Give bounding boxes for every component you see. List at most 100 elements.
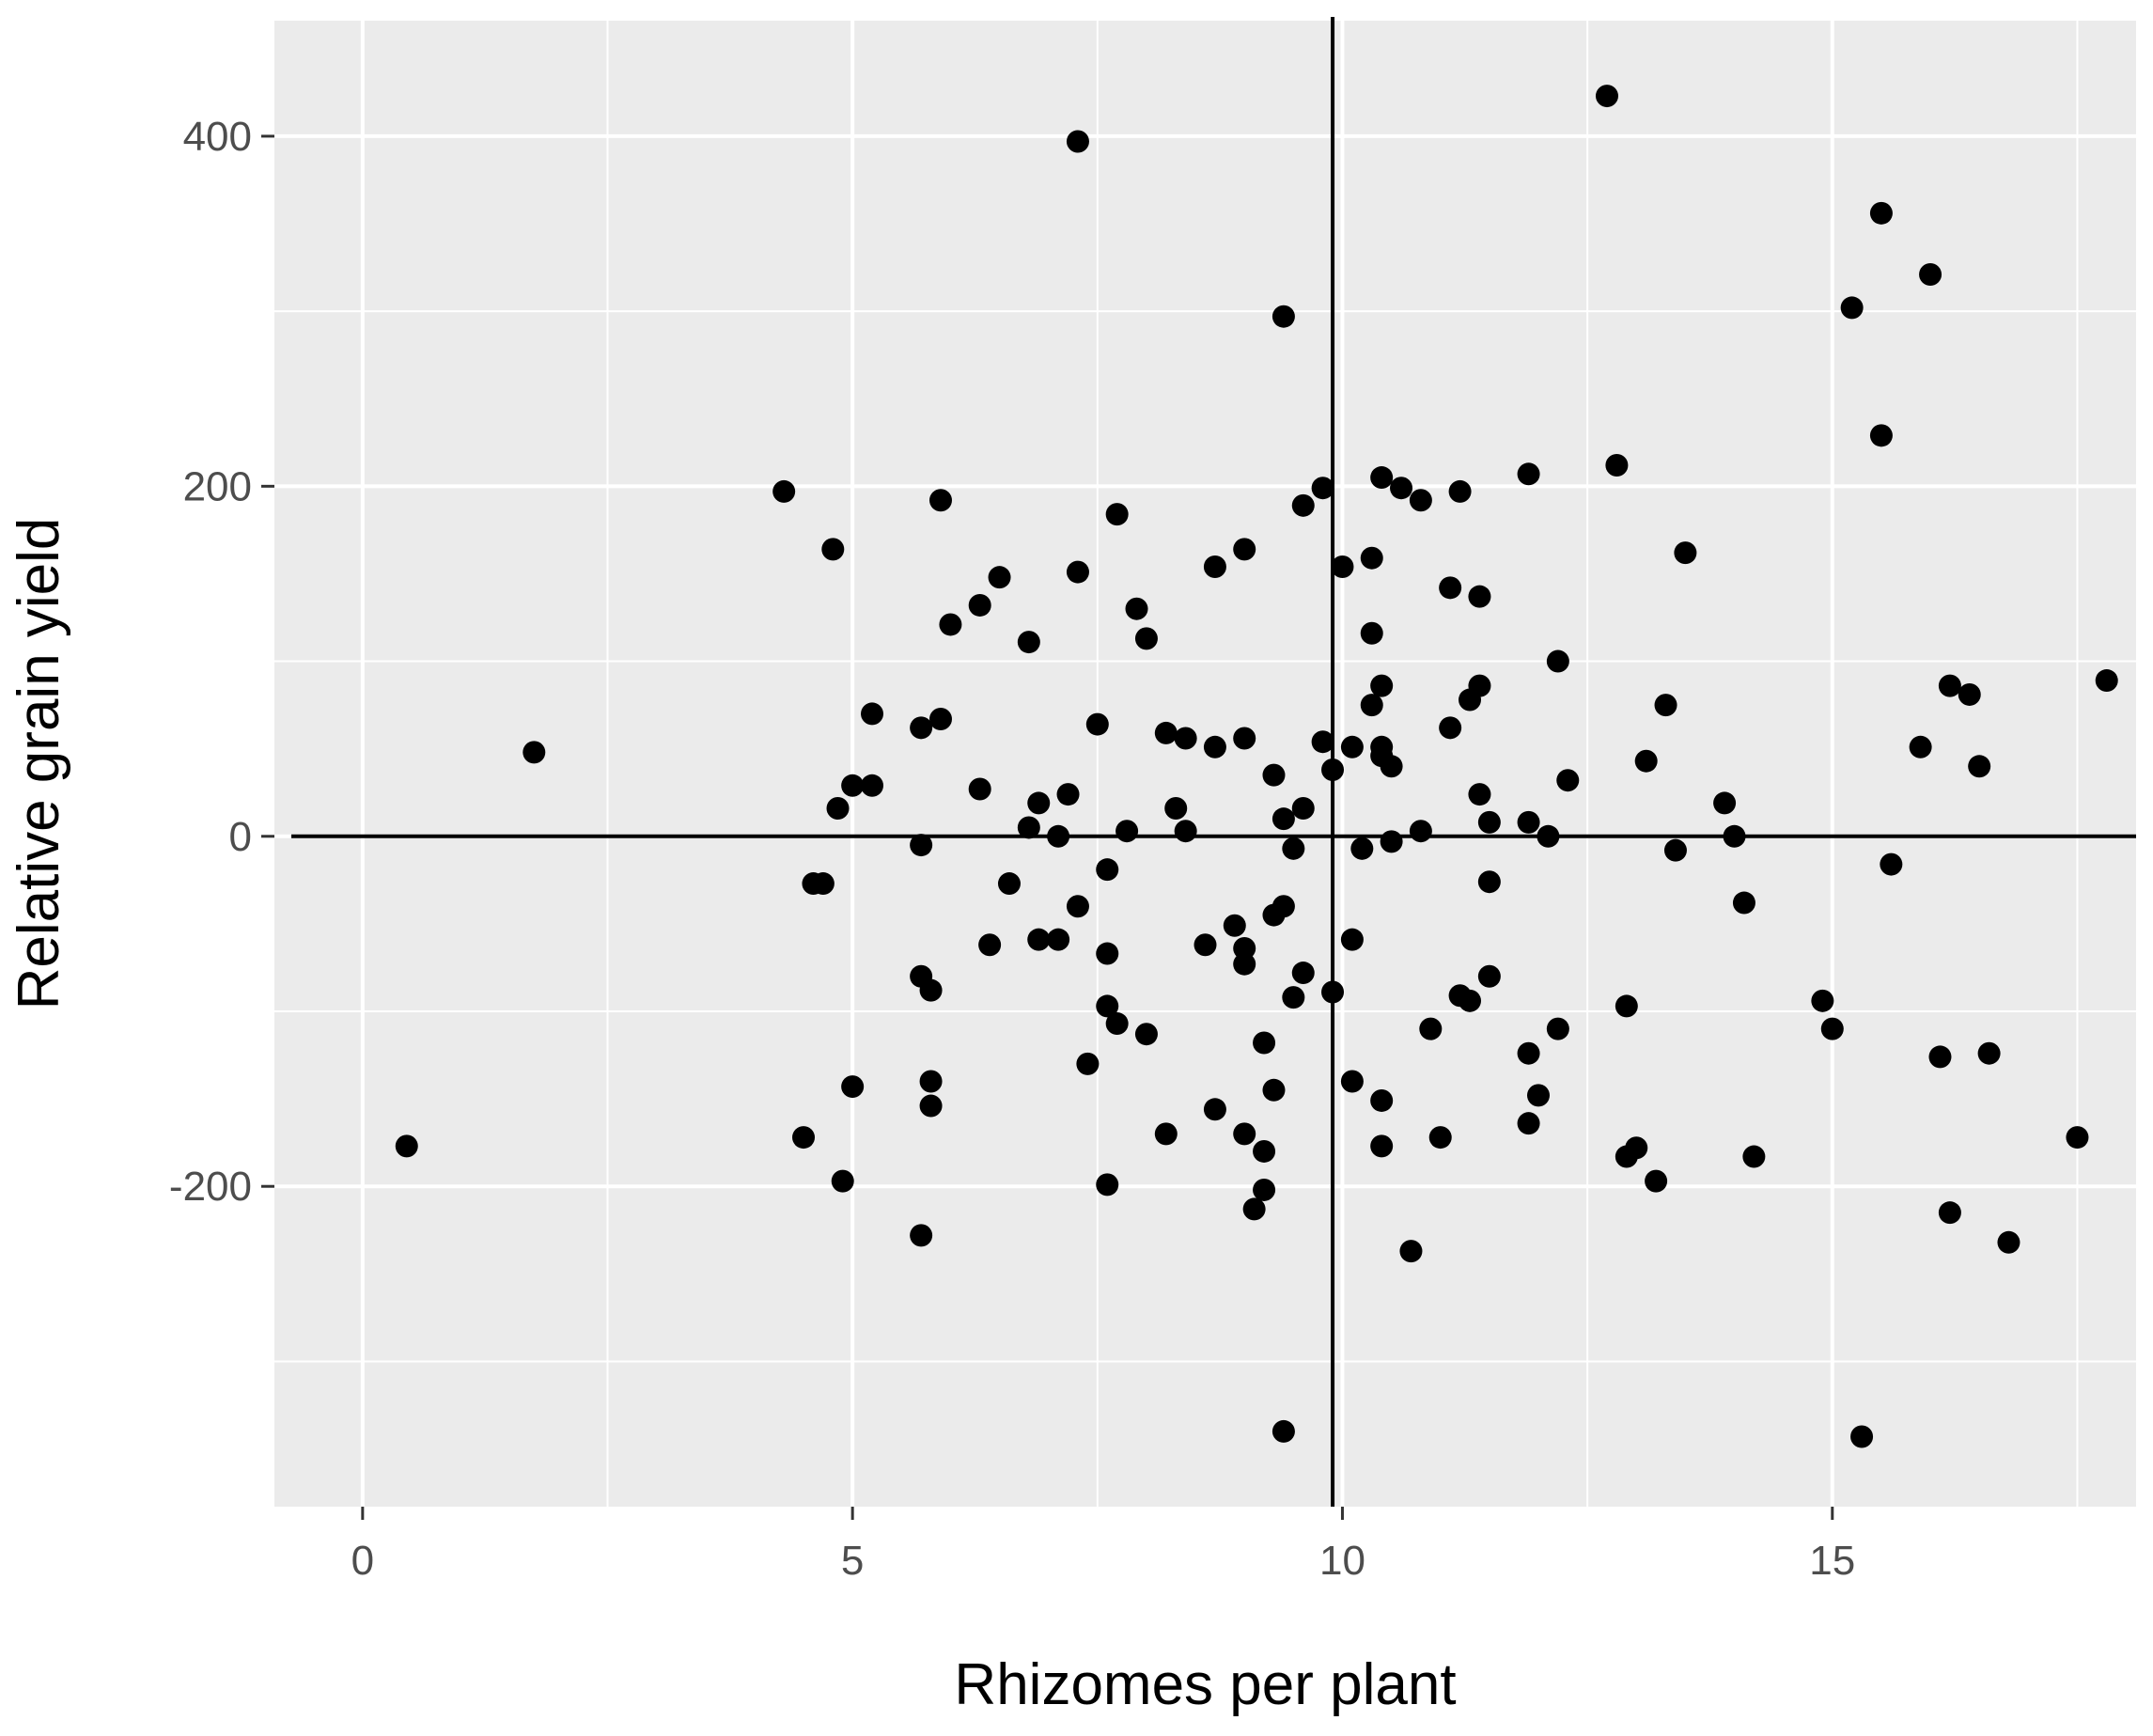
scatter-point — [1194, 933, 1217, 957]
scatter-point — [1291, 962, 1315, 985]
scatter-point — [1096, 942, 1119, 965]
x-tick-label: 5 — [841, 1538, 864, 1584]
scatter-point — [1909, 735, 1932, 759]
scatter-point — [1291, 796, 1315, 820]
scatter-point — [1223, 914, 1246, 937]
scatter-point — [1340, 1070, 1364, 1093]
scatter-point — [1233, 936, 1256, 960]
scatter-point — [1360, 546, 1383, 570]
scatter-point — [1262, 763, 1286, 787]
plot-panel — [274, 21, 2136, 1507]
scatter-point — [1233, 538, 1256, 561]
scatter-point — [1282, 986, 1305, 1009]
scatter-point — [1311, 730, 1334, 754]
scatter-point — [1850, 1425, 1874, 1448]
x-axis-title: Rhizomes per plant — [954, 1652, 1456, 1717]
scatter-point — [1047, 928, 1070, 951]
scatter-point — [1370, 1134, 1394, 1158]
scatter-point — [1017, 631, 1040, 654]
y-tick-label: -200 — [169, 1164, 252, 1210]
scatter-point — [978, 933, 1002, 957]
scatter-point — [928, 708, 952, 731]
scatter-point — [1340, 928, 1364, 951]
scatter-point — [1380, 755, 1403, 778]
scatter-point — [1477, 810, 1501, 834]
scatter-point — [1517, 1041, 1540, 1065]
y-tick-label: 400 — [183, 114, 252, 160]
scatter-point — [1468, 674, 1491, 697]
scatter-point — [1938, 1201, 1961, 1225]
scatter-point — [395, 1134, 418, 1158]
scatter-point — [1253, 1178, 1276, 1201]
scatter-point — [997, 872, 1021, 896]
scatter-point — [1066, 130, 1089, 153]
scatter-point — [1477, 870, 1501, 894]
scatter-point — [841, 774, 865, 797]
scatter-point — [1272, 895, 1295, 918]
scatter-point — [1154, 721, 1178, 744]
scatter-point — [772, 479, 796, 503]
x-tick-label: 0 — [351, 1538, 374, 1584]
scatter-point — [831, 1169, 854, 1193]
scatter-point — [1938, 674, 1961, 697]
scatter-point — [2095, 669, 2118, 693]
scatter-point — [1282, 837, 1305, 860]
scatter-point — [1605, 453, 1629, 477]
scatter-point — [1517, 462, 1540, 486]
scatter-point — [1820, 1017, 1844, 1040]
scatter-point — [1869, 201, 1893, 225]
scatter-point — [1399, 1240, 1423, 1263]
scatter-point — [919, 978, 943, 1002]
scatter-point — [1154, 1122, 1178, 1146]
scatter-point — [1625, 1136, 1648, 1160]
scatter-point — [1233, 727, 1256, 750]
scatter-point — [1056, 783, 1080, 806]
scatter-point — [1409, 489, 1432, 512]
scatter-point — [1723, 824, 1746, 848]
scatter-point — [1253, 1031, 1276, 1055]
scatter-point — [1880, 852, 1903, 876]
scatter-point — [1360, 694, 1383, 717]
scatter-point — [939, 613, 962, 636]
scatter-point — [1105, 503, 1129, 526]
scatter-point — [1997, 1230, 2020, 1254]
scatter-point — [1663, 838, 1687, 862]
scatter-point — [1134, 627, 1158, 650]
scatter-point — [1537, 824, 1560, 848]
scatter-point — [1272, 305, 1295, 328]
scatter-point — [1517, 810, 1540, 834]
scatter-point — [1390, 477, 1413, 500]
scatter-point — [1272, 1419, 1295, 1443]
scatter-point — [1085, 712, 1109, 736]
scatter-point — [1360, 621, 1383, 645]
scatter-point — [919, 1094, 943, 1118]
scatter-point — [1654, 694, 1677, 717]
scatter-point — [1732, 891, 1755, 915]
y-axis-title: Relative grain yield — [7, 518, 71, 1010]
scatter-point — [1350, 837, 1374, 860]
scatter-point — [1017, 816, 1040, 839]
scatter-point — [1066, 895, 1089, 918]
scatter-point — [1439, 576, 1462, 600]
scatter-point — [1468, 585, 1491, 608]
scatter-point — [861, 702, 884, 726]
scatter-point — [1321, 759, 1345, 782]
scatter-point — [821, 538, 845, 561]
scatter-point — [1047, 824, 1070, 848]
scatter-point — [1096, 1173, 1119, 1196]
scatter-point — [1840, 296, 1864, 320]
scatter-point — [910, 716, 933, 740]
scatter-point — [1615, 994, 1638, 1018]
y-axis-ticks: -200 0 200 400 — [169, 114, 274, 1210]
scatter-point — [1321, 980, 1345, 1004]
scatter-point — [1203, 1098, 1226, 1121]
scatter-point — [1291, 493, 1315, 517]
scatter-point — [1076, 1052, 1100, 1075]
y-tick-label: 200 — [183, 463, 252, 509]
scatter-point — [1380, 830, 1403, 853]
scatter-point — [1556, 769, 1580, 792]
scatter-point — [811, 872, 835, 896]
scatter-point — [910, 834, 933, 857]
scatter-point — [1428, 1126, 1452, 1150]
scatter-point — [1634, 749, 1658, 773]
